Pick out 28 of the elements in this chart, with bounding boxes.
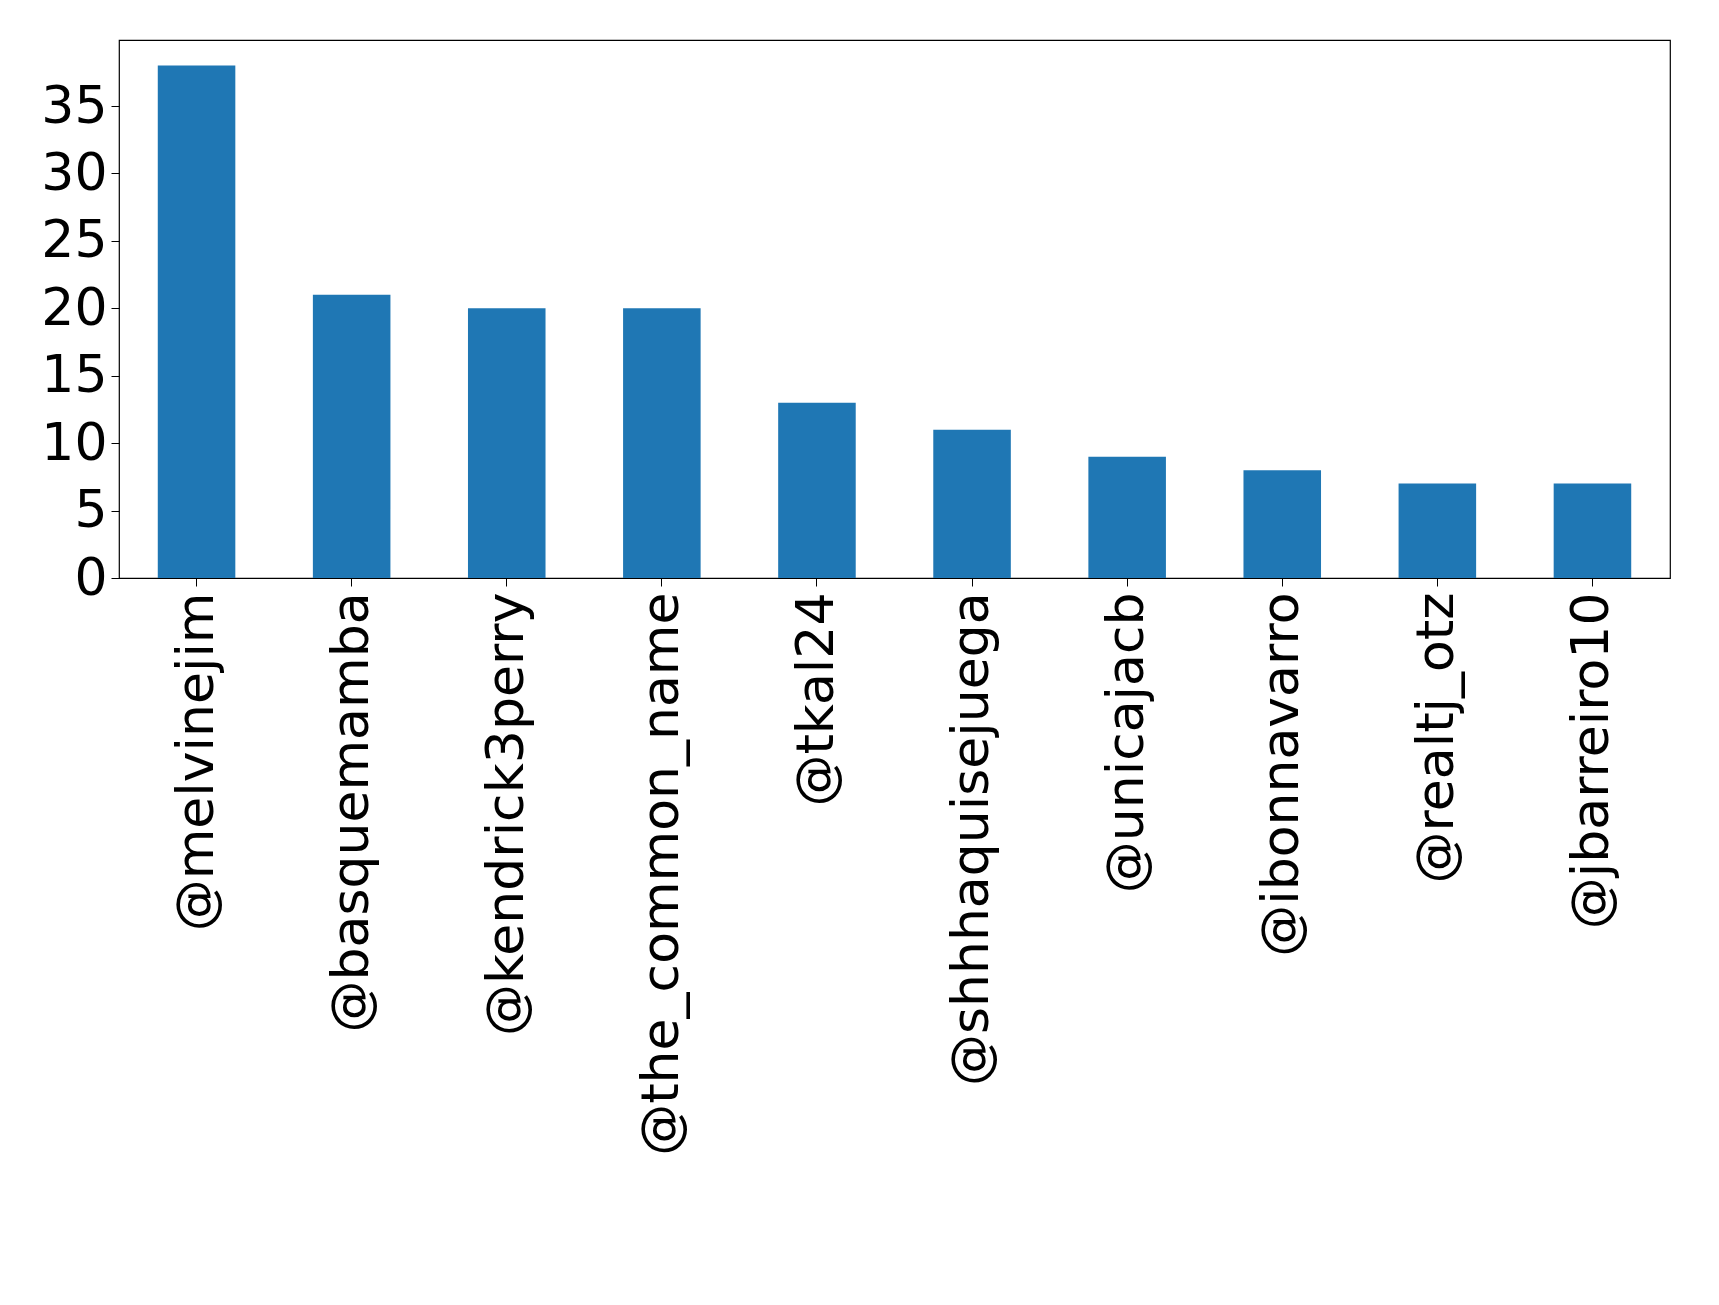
x-tick-label: @unicajacb [1095,592,1156,894]
y-tick-label: 0 [74,546,108,607]
bar [623,308,701,578]
x-tick-label: @tkal24 [784,592,845,807]
bar [778,402,856,578]
bar [157,65,236,578]
x-tick-label: @realtj_otz [1405,592,1466,884]
bar [933,429,1011,578]
bar [312,294,391,578]
x-tick-label: @the_common_name [629,592,690,1156]
y-tick-label: 10 [41,411,108,472]
y-tick-label: 5 [74,479,108,540]
bar [1088,456,1166,578]
x-tick-label: @ibonnavarro [1250,592,1311,957]
y-tick-label: 15 [41,344,108,405]
x-tick-label: @kendrick3perry [474,592,535,1036]
bar [1243,470,1322,578]
x-tick-label: @melvinejim [164,592,225,932]
bar [1553,483,1632,578]
y-tick-label: 35 [41,74,108,135]
x-tick-label: @basquemamba [319,592,380,1033]
y-tick-label: 30 [41,141,108,202]
x-tick-label: @jbarreiro10 [1560,592,1621,930]
bar [467,308,546,578]
y-tick-label: 25 [41,209,108,270]
y-tick-label: 20 [41,276,108,337]
x-tick-label: @shhhaquisejuega [940,592,1001,1087]
bar [1398,483,1477,578]
